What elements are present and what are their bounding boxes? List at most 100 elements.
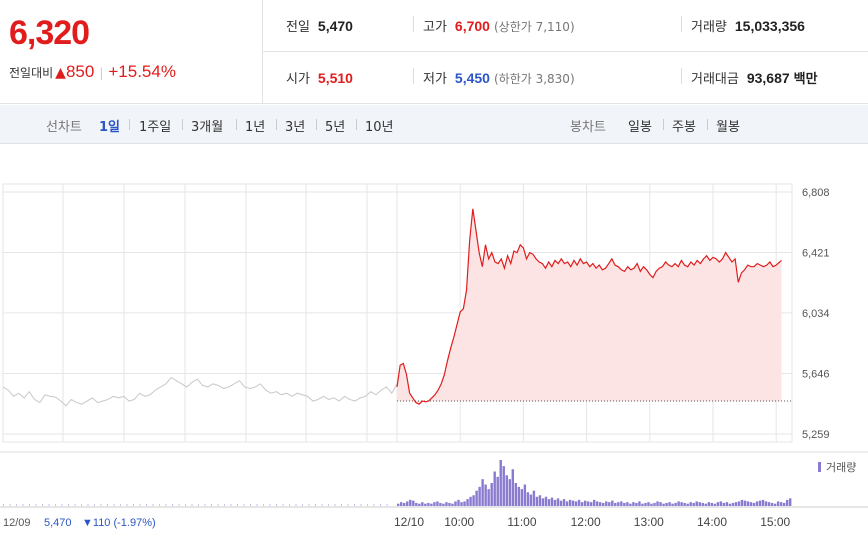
volume-bar [526, 492, 530, 506]
volume-bar [433, 502, 436, 506]
prev-volume-bar [126, 504, 128, 506]
prev-volume-bar [152, 504, 154, 506]
volume-bar [767, 502, 771, 506]
volume-bar [445, 502, 448, 506]
prev-volume-bar [354, 504, 355, 506]
prev-volume-bar [16, 504, 17, 506]
volume-bar [788, 498, 792, 506]
volume-bar [731, 502, 735, 506]
prev-change-label: ▼110 (-1.97%) [82, 517, 156, 529]
prev-volume-bar [380, 504, 381, 506]
x-tick-label: 12/10 [394, 515, 424, 529]
volume-bar [719, 501, 723, 506]
prev-volume-bar [347, 504, 349, 506]
prev-volume-bar [172, 504, 173, 506]
volume-bar [547, 499, 551, 506]
volume-bar [692, 502, 695, 506]
chart-toolbar: 선차트 1일 1주일 3개월 1년 3년 5년 10년 봉차트 일봉 주봉 월봉 [0, 105, 868, 144]
volume-bar [571, 500, 575, 506]
prev-volume-bar [159, 504, 160, 506]
volume-bar [508, 479, 511, 506]
prev-volume-bar [87, 504, 89, 506]
prev-close-stat: 전일 5,470 [286, 16, 353, 35]
volume-bar [776, 501, 780, 506]
volume-legend: 거래량 [826, 461, 856, 474]
prev-volume-bar [328, 504, 329, 506]
volume-bar [556, 498, 560, 506]
x-tick-label: 11:00 [507, 515, 536, 529]
prev-volume-bar [165, 504, 167, 506]
volume-bar [580, 502, 584, 506]
prev-volume-bar [204, 504, 206, 506]
volume-bar [502, 466, 505, 506]
amount-label: 거래대금 [691, 72, 739, 87]
prev-volume-bar [191, 504, 193, 506]
prev-volume-bar [289, 504, 290, 506]
stats-row-2: 시가 5,510 저가 5,450 (하한가 3,830) 거래대금 93,687 백만 [263, 52, 868, 104]
volume-bar [704, 503, 707, 506]
prev-volume-bar [373, 504, 375, 506]
period-tab-1y[interactable]: 1년 [245, 120, 266, 135]
candle-tab-week[interactable]: 주봉 [672, 120, 696, 135]
volume-label: 거래량 [691, 20, 727, 35]
volume-bar [737, 501, 741, 506]
prev-volume-bar [282, 504, 284, 506]
volume-bar [421, 502, 424, 506]
candle-tab-month[interactable]: 월봉 [716, 120, 740, 135]
amount-stat: 거래대금 93,687 백만 [691, 68, 818, 87]
period-tab-10y[interactable]: 10년 [365, 120, 394, 135]
prev-volume-bar [55, 504, 56, 506]
x-tick-label: 12:00 [571, 515, 601, 529]
volume-bar [716, 502, 720, 506]
prev-date-label: 12/09 [3, 517, 31, 529]
period-tab-3y[interactable]: 3년 [285, 120, 306, 135]
prev-close-value: 5,470 [317, 18, 353, 34]
volume-bar [701, 502, 704, 506]
volume-bar [400, 502, 403, 506]
prev-volume-bar [295, 504, 297, 506]
candle-tab-day[interactable]: 일봉 [628, 120, 652, 135]
period-tab-1d[interactable]: 1일 [99, 120, 121, 135]
today-price-line [396, 208, 782, 405]
volume-bar [638, 501, 641, 506]
volume-bar [641, 503, 644, 506]
prev-volume-bar [334, 504, 336, 506]
period-tab-3m[interactable]: 3개월 [191, 120, 224, 135]
y-tick-label: 5,259 [802, 429, 830, 441]
volume-bar [779, 502, 783, 506]
candle-chart-label: 봉차트 [570, 120, 606, 135]
volume-bar [614, 502, 617, 506]
prev-volume-bar [146, 504, 147, 506]
prev-volume-bar [178, 504, 180, 506]
volume-bar [439, 502, 442, 506]
y-tick-label: 6,034 [802, 308, 830, 320]
x-tick-label: 15:00 [760, 515, 790, 529]
x-tick-label: 13:00 [634, 515, 664, 529]
volume-bar [475, 490, 478, 506]
volume-stat: 거래량 15,033,356 [691, 16, 805, 35]
volume-bar [490, 483, 493, 506]
volume-bar [644, 502, 647, 506]
volume-bar [758, 500, 762, 506]
period-tab-5y[interactable]: 5년 [325, 120, 346, 135]
volume-bar [608, 502, 611, 506]
prev-volume-bar [360, 504, 362, 506]
prev-volume-bar [68, 504, 69, 506]
volume-bar [620, 501, 623, 506]
divider [129, 119, 130, 130]
change-label: 전일대비 [9, 66, 54, 80]
volume-bar [599, 502, 602, 506]
high-value: 6,700 [454, 18, 490, 34]
volume-bar [686, 503, 689, 506]
period-tab-1w[interactable]: 1주일 [139, 120, 172, 135]
volume-bar [463, 501, 466, 506]
volume-bar [653, 502, 656, 506]
volume-bar [550, 497, 554, 506]
prev-volume-bar [230, 504, 232, 506]
volume-bar [460, 502, 463, 506]
volume-bar [707, 502, 710, 506]
y-axis: 6,808 6,421 6,034 5,646 5,259 [802, 187, 830, 441]
volume-bar [568, 499, 572, 506]
prev-volume-bar [341, 504, 342, 506]
prev-volume-bar [308, 504, 310, 506]
